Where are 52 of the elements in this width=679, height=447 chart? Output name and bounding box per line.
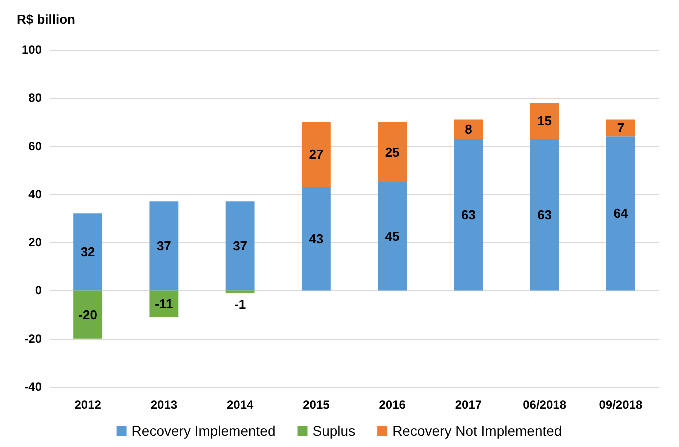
data-label: 63 — [538, 207, 552, 222]
y-tick-label: -40 — [24, 380, 42, 394]
y-tick-label: 60 — [28, 139, 42, 154]
bar — [150, 290, 179, 318]
data-label: 37 — [156, 238, 172, 254]
x-tick-label: 2016 — [379, 398, 406, 412]
bar — [226, 290, 255, 294]
bar — [74, 214, 103, 291]
data-label: 64 — [614, 206, 629, 222]
data-label: 7 — [617, 120, 625, 136]
bar — [530, 139, 560, 291]
y-tick-label: 20 — [28, 236, 42, 250]
legend-label: Recovery Implemented — [132, 423, 276, 439]
y-tick-label: 0 — [35, 284, 42, 298]
bar — [606, 120, 636, 137]
bar — [302, 122, 331, 188]
x-tick-label: 2017 — [455, 398, 482, 412]
data-label: 63 — [461, 207, 476, 222]
data-label: -11 — [155, 296, 174, 312]
legend-label: Suplus — [312, 423, 356, 439]
bar — [378, 182, 408, 291]
x-tick-label: 06/2018 — [523, 398, 567, 412]
bar — [530, 102, 560, 140]
data-label: 27 — [309, 147, 324, 162]
data-label: -1 — [234, 297, 246, 312]
bar — [150, 202, 179, 291]
bar — [302, 187, 331, 291]
data-label: -20 — [78, 307, 98, 322]
data-label: 43 — [309, 231, 324, 246]
y-tick-label: 100 — [22, 43, 42, 57]
data-label: 8 — [465, 122, 472, 137]
x-tick-label: 09/2018 — [599, 398, 643, 412]
x-tick-label: 2014 — [226, 398, 254, 412]
bar — [454, 139, 484, 291]
x-tick-label: 2012 — [74, 398, 102, 412]
data-label: 45 — [385, 229, 400, 244]
data-label: 32 — [80, 244, 96, 260]
y-tick-label: -20 — [24, 332, 42, 346]
data-label: 37 — [233, 238, 248, 254]
bar — [226, 202, 255, 291]
bar — [606, 136, 636, 291]
legend-label: Recovery Not Implemented — [392, 423, 562, 439]
x-tick-label: 2015 — [303, 398, 330, 412]
y-tick-label: 80 — [28, 91, 42, 106]
data-label: 25 — [385, 144, 400, 160]
data-label: 15 — [538, 114, 552, 129]
bar — [74, 290, 103, 339]
x-tick-label: 2013 — [150, 398, 178, 412]
y-tick-label: 40 — [28, 187, 42, 202]
bar — [454, 120, 484, 140]
bar — [378, 122, 408, 182]
y-axis-title: R$ billion — [17, 12, 76, 27]
